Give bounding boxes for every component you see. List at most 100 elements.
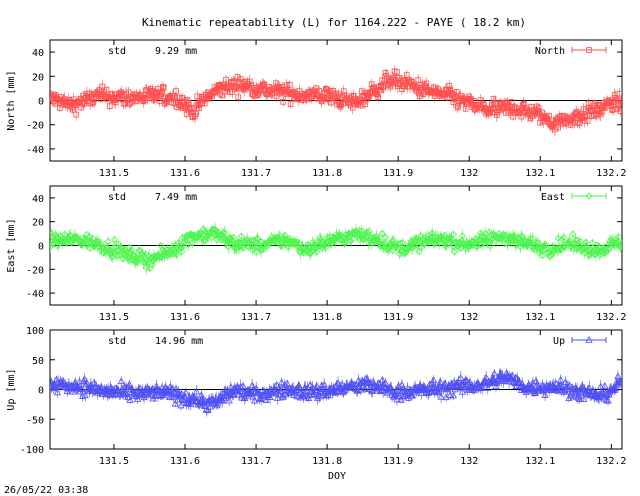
data-point	[585, 383, 593, 391]
data-point	[478, 384, 486, 391]
data-point	[428, 229, 436, 237]
data-point	[79, 238, 87, 246]
data-point	[69, 387, 77, 395]
data-point	[76, 238, 84, 246]
x-tick-label: 131.8	[312, 168, 342, 179]
data-point	[305, 249, 313, 257]
data-point	[615, 233, 622, 241]
data-point	[529, 235, 537, 243]
data-point	[110, 243, 118, 252]
x-tick-label: 132	[460, 312, 478, 323]
data-point	[466, 97, 473, 103]
x-tick-label: 131.5	[99, 312, 129, 323]
data-point	[617, 243, 622, 251]
data-point	[338, 101, 345, 107]
data-point	[576, 238, 584, 246]
data-point	[605, 245, 613, 254]
data-point	[312, 243, 320, 252]
data-point	[408, 241, 416, 250]
x-tick-label: 131.9	[383, 312, 413, 323]
data-point	[99, 249, 107, 257]
panels: -40 -20 0 20 40 131.5 131.6 131.7 131.8 131.9 132 1…	[6, 39, 626, 467]
data-point	[569, 230, 577, 238]
data-point	[560, 233, 568, 241]
data-point	[399, 239, 407, 247]
data-point	[446, 391, 454, 398]
data-point	[332, 238, 340, 246]
data-point	[124, 95, 130, 102]
data-point	[247, 236, 255, 245]
data-point	[529, 378, 537, 386]
data-point	[266, 84, 273, 90]
data-point	[66, 231, 75, 239]
data-point	[441, 379, 449, 387]
data-point	[533, 239, 541, 247]
legend-marker	[585, 336, 593, 343]
data-point	[253, 235, 261, 243]
data-point	[465, 243, 473, 251]
data-point	[229, 391, 237, 398]
data-point	[277, 387, 285, 395]
data-point	[192, 111, 199, 117]
data-point	[257, 395, 265, 402]
data-point	[299, 243, 307, 251]
data-point	[430, 376, 438, 384]
data-point	[422, 233, 430, 242]
data-point	[106, 248, 115, 256]
data-point	[618, 97, 622, 104]
data-point	[115, 240, 123, 248]
y-tick-label: -40	[26, 289, 44, 300]
std-label: std	[108, 192, 126, 203]
data-point	[304, 241, 312, 249]
x-tick-label: 131.8	[312, 456, 342, 467]
data-point	[290, 240, 298, 248]
data-point	[519, 238, 527, 246]
data-point	[516, 243, 525, 251]
data-point	[468, 241, 476, 249]
data-point	[62, 235, 70, 243]
data-point	[615, 100, 621, 107]
data-point	[500, 231, 508, 239]
data-point	[172, 385, 180, 392]
x-tick-label: 132.1	[525, 456, 555, 467]
data-point	[224, 243, 232, 251]
data-point	[321, 95, 327, 101]
data-point	[590, 250, 598, 258]
data-point	[273, 394, 282, 401]
data-point	[231, 78, 237, 85]
data-point	[333, 97, 340, 104]
data-point	[255, 92, 261, 99]
data-point	[505, 102, 512, 109]
data-point	[387, 83, 394, 90]
data-point	[261, 81, 268, 88]
data-point	[182, 388, 190, 396]
data-point	[347, 237, 355, 245]
data-point	[160, 84, 167, 91]
data-point	[125, 380, 134, 388]
data-point	[173, 88, 179, 94]
data-point	[530, 246, 539, 254]
data-point	[485, 228, 493, 236]
data-point	[187, 106, 193, 113]
data-point	[322, 243, 330, 251]
data-point	[448, 235, 456, 243]
data-point	[540, 242, 548, 250]
data-point	[160, 83, 166, 90]
data-point	[378, 229, 386, 238]
data-point	[286, 81, 293, 88]
data-point	[554, 234, 562, 242]
data-point	[612, 94, 619, 101]
data-point	[542, 241, 550, 249]
x-tick-label: 132.1	[525, 312, 555, 323]
data-point	[278, 242, 286, 250]
data-point	[124, 393, 132, 401]
data-point	[340, 238, 348, 246]
data-point	[73, 111, 79, 118]
data-point	[234, 243, 242, 251]
data-point	[581, 117, 588, 124]
legend-sample	[571, 336, 607, 343]
data-point	[588, 239, 597, 247]
data-point	[218, 230, 226, 238]
data-point	[50, 243, 54, 251]
